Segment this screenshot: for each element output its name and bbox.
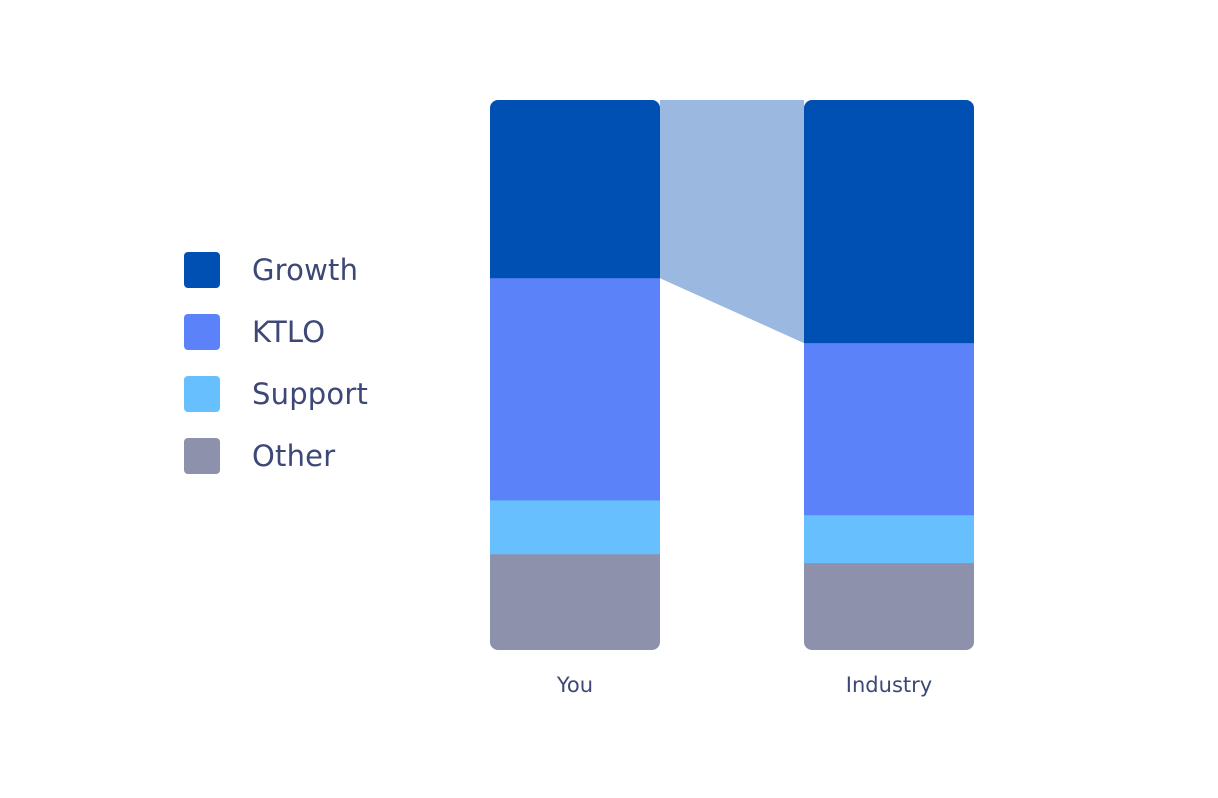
legend-swatch-other	[184, 438, 220, 474]
legend-swatch-ktlo	[184, 314, 220, 350]
bar-segment-you-ktlo	[490, 278, 660, 501]
legend: Growth KTLO Support Other	[184, 252, 368, 500]
bar-segment-you-support	[490, 500, 660, 555]
bar-segment-you-growth	[490, 100, 660, 279]
legend-label: Other	[252, 439, 336, 473]
bar-segment-industry-growth	[804, 100, 974, 344]
connector-band-growth	[660, 100, 804, 344]
bar-segment-industry-other	[804, 563, 974, 650]
bar-segment-industry-ktlo	[804, 343, 974, 516]
legend-item-other: Other	[184, 438, 368, 474]
legend-item-growth: Growth	[184, 252, 368, 288]
legend-label: KTLO	[252, 315, 326, 349]
x-tick-label-you: You	[556, 673, 593, 697]
bar-segment-you-other	[490, 554, 660, 650]
bar-stack-industry	[804, 100, 974, 650]
bar-segment-industry-support	[804, 515, 974, 564]
legend-label: Support	[252, 377, 369, 411]
bar-stack-you	[490, 100, 660, 650]
legend-item-ktlo: KTLO	[184, 314, 368, 350]
legend-swatch-growth	[184, 252, 220, 288]
x-tick-label-industry: Industry	[846, 673, 932, 697]
legend-swatch-support	[184, 376, 220, 412]
legend-item-support: Support	[184, 376, 368, 412]
legend-label: Growth	[252, 253, 359, 287]
